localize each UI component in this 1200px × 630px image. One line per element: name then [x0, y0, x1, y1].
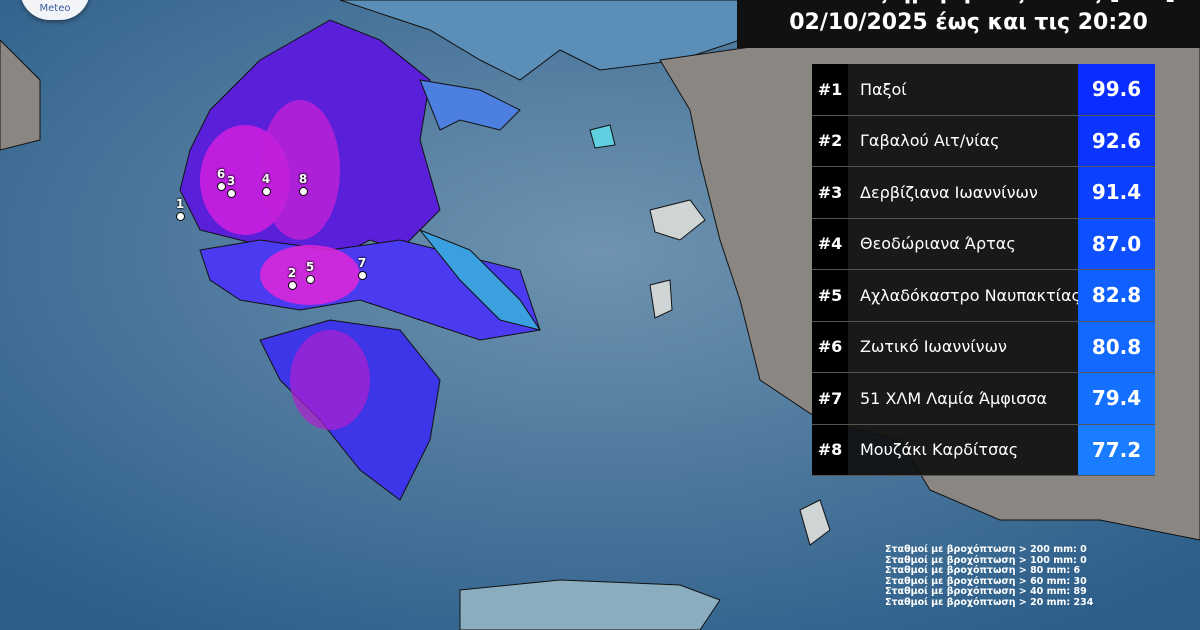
- title-line-1: Συνολικός ημερήσιος υετός [mm]: [737, 0, 1200, 8]
- meteo-logo: Meteo: [20, 0, 90, 20]
- station-marker: 1: [173, 197, 187, 221]
- station-marker: 8: [296, 172, 310, 196]
- station-name: Θεοδώριανα Άρτας: [860, 234, 1016, 254]
- rainfall-value: 87.0: [1078, 218, 1155, 269]
- ranking-row: #8 Μουζάκι Καρδίτσας 77.2: [812, 424, 1155, 476]
- ranking-row: #6 Ζωτικό Ιωαννίνων 80.8: [812, 321, 1155, 373]
- rainfall-value: 79.4: [1078, 373, 1155, 424]
- rainfall-value: 80.8: [1078, 321, 1155, 372]
- ranking-row: #5 Αχλαδόκαστρο Ναυπακτίας 82.8: [812, 270, 1155, 322]
- ranking-row: #2 Γαβαλού Αιτ/νίας 92.6: [812, 115, 1155, 167]
- rank-label: #7: [812, 373, 848, 424]
- marker-dot: [216, 182, 226, 191]
- station-name: Δερβίζιανα Ιωαννίνων: [860, 182, 1038, 202]
- thasos: [589, 124, 616, 149]
- rainfall-value: 77.2: [1078, 424, 1155, 475]
- rainfall-value: 92.6: [1078, 115, 1155, 166]
- stat-line: Σταθμοί με βροχόπτωση > 20 mm: 234: [885, 596, 1094, 608]
- marker-label: 1: [175, 197, 185, 211]
- stat-line: Σταθμοί με βροχόπτωση > 80 mm: 6: [885, 565, 1081, 576]
- rhodes: [799, 499, 831, 546]
- station-marker: 5: [303, 260, 317, 284]
- station-marker: 6: [214, 167, 228, 191]
- station-marker: 2: [285, 266, 299, 290]
- lesvos: [649, 199, 706, 241]
- marker-label: 8: [298, 172, 308, 186]
- station-marker: 3: [224, 174, 238, 198]
- stat-line: Σταθμοί με βροχόπτωση > 200 mm: 0: [885, 544, 1087, 555]
- ranking-row: #3 Δερβίζιανα Ιωαννίνων 91.4: [812, 167, 1155, 219]
- marker-dot: [175, 212, 185, 221]
- station-name: Αχλαδόκαστρο Ναυπακτίας: [860, 285, 1078, 305]
- heavy-rain-thessaly: [260, 100, 340, 240]
- rank-label: #1: [812, 64, 848, 115]
- station-ranking-table: #1 Παξοί 99.6 #2 Γαβαλού Αιτ/νίας 92.6 #3 …: [812, 64, 1155, 476]
- marker-dot: [287, 281, 297, 290]
- station-name: Γαβαλού Αιτ/νίας: [860, 131, 1000, 151]
- marker-label: 6: [216, 167, 226, 181]
- rank-label: #2: [812, 115, 848, 166]
- ranking-row: #7 51 ΧΛΜ Λαμία Άμφισσα 79.4: [812, 373, 1155, 425]
- stat-line: Σταθμοί με βροχόπτωση > 60 mm: 30: [885, 575, 1087, 587]
- marker-label: 5: [305, 260, 315, 274]
- marker-dot: [305, 275, 315, 284]
- rank-label: #3: [812, 167, 848, 218]
- marker-dot: [226, 189, 236, 198]
- stat-line: Σταθμοί με βροχόπτωση > 100 mm: 0: [885, 554, 1087, 566]
- crete: [459, 579, 721, 630]
- title-line-2: 02/10/2025 έως και τις 20:20: [789, 10, 1148, 35]
- rank-label: #4: [812, 218, 848, 269]
- rainfall-stats: Σταθμοί με βροχόπτωση > 200 mm: 0 Σταθμοί…: [885, 544, 1094, 608]
- marker-label: 2: [287, 266, 297, 280]
- rainfall-value: 99.6: [1078, 64, 1155, 115]
- chalkidiki: [419, 79, 521, 131]
- italy-land: [0, 39, 41, 151]
- station-name: Μουζάκι Καρδίτσας: [860, 440, 1019, 460]
- station-name: 51 ΧΛΜ Λαμία Άμφισσα: [860, 388, 1048, 408]
- marker-dot: [357, 271, 367, 280]
- marker-label: 3: [226, 174, 236, 188]
- station-marker: 4: [259, 172, 273, 196]
- marker-label: 4: [261, 172, 271, 186]
- map-title: Συνολικός ημερήσιος υετός [mm] 02/10/202…: [737, 0, 1200, 48]
- rainfall-value: 91.4: [1078, 167, 1155, 218]
- marker-dot: [298, 187, 308, 196]
- marker-dot: [261, 187, 271, 196]
- euboea: [418, 228, 542, 331]
- ranking-row: #4 Θεοδώριανα Άρτας 87.0: [812, 218, 1155, 270]
- marker-label: 7: [357, 256, 367, 270]
- ranking-row: #1 Παξοί 99.6: [812, 64, 1155, 116]
- rank-label: #8: [812, 424, 848, 475]
- rainfall-value: 82.8: [1078, 270, 1155, 321]
- station-name: Παξοί: [860, 79, 907, 99]
- station-marker: 7: [355, 256, 369, 280]
- station-name: Ζωτικό Ιωαννίνων: [860, 337, 1007, 357]
- stat-line: Σταθμοί με βροχόπτωση > 40 mm: 89: [885, 586, 1087, 597]
- rank-label: #6: [812, 321, 848, 372]
- heavy-rain-peloponnese: [290, 330, 370, 430]
- rank-label: #5: [812, 270, 848, 321]
- chios: [649, 279, 673, 319]
